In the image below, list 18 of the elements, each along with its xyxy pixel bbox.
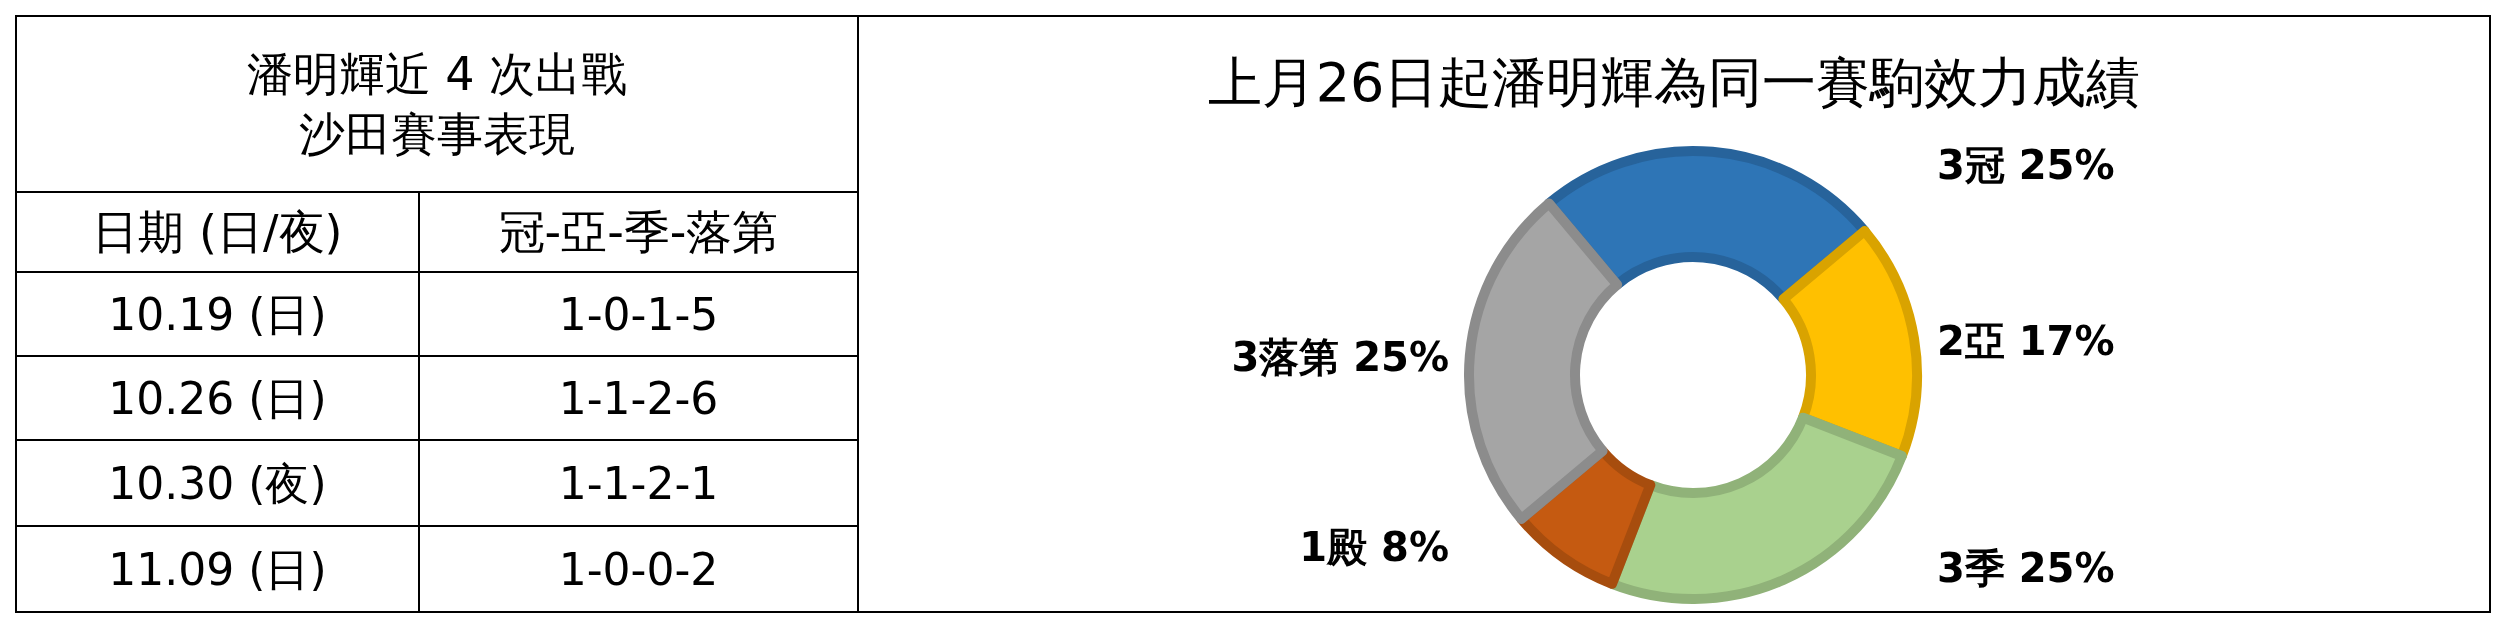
text: 1-0-0-2 [558,543,719,595]
text: 1-0-1-5 [558,288,719,340]
text: 11.09 (日) [108,543,327,595]
text: 沙田賽事表現 [299,107,575,161]
slice-label: 2亞 17% [1937,317,2115,364]
text: 1-1-2-1 [558,457,719,509]
category-label: 冠-亞-季-落第 [498,205,779,259]
text: 10.30 (夜) [108,457,327,509]
slice-label: 3季 25% [1937,545,2115,592]
text: 10.26 (日) [108,372,327,424]
slice-label: 3落第 25% [1231,333,1449,380]
category-label: 日期 (日/夜) [92,205,343,259]
slice-label: 3冠 25% [1937,141,2115,188]
text: 潘明輝近 4 次出戰 [246,47,628,101]
chart-title: 上月26日起潘明輝為同一賽駒效力成績 [1207,50,2141,114]
slice-label: 1殿 8% [1299,523,1449,570]
text: 10.19 (日) [108,288,327,340]
text: 1-1-2-6 [558,372,719,424]
